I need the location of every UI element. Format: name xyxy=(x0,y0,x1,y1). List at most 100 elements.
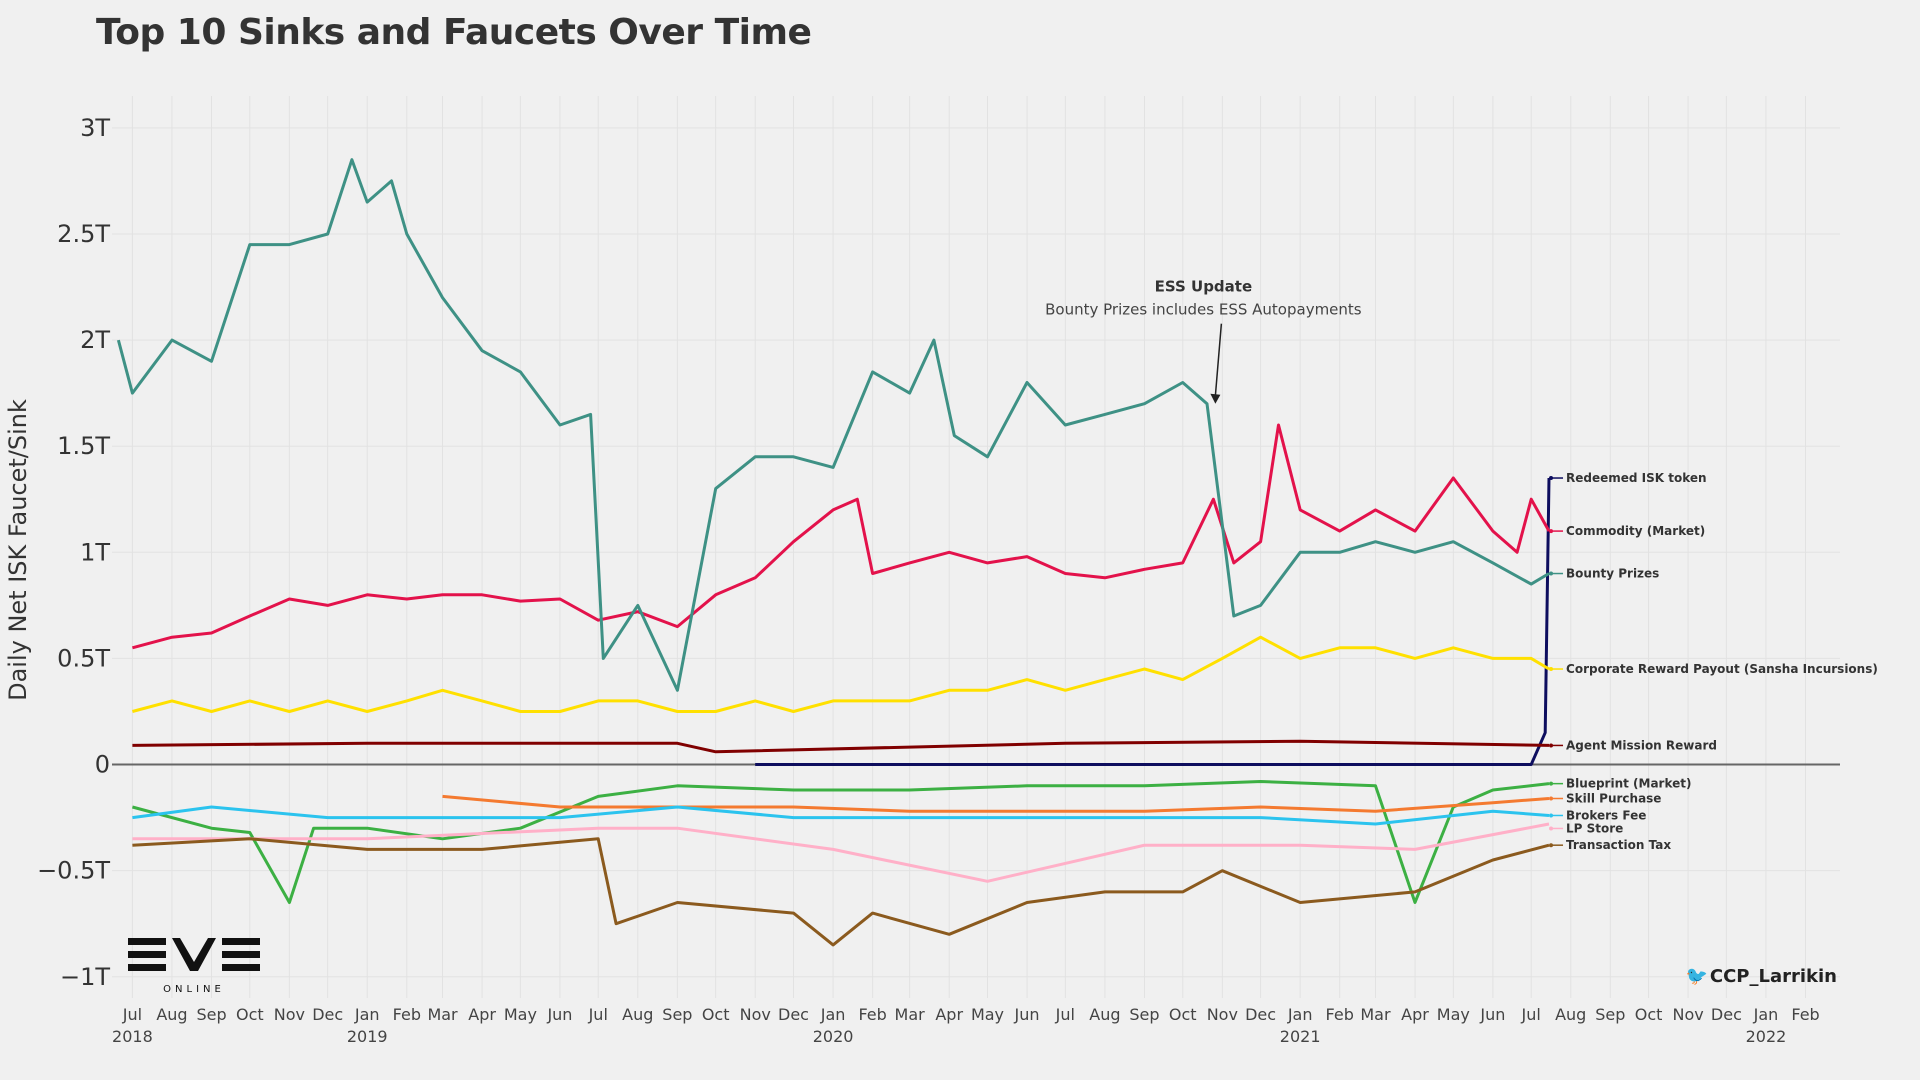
eve-online-logo: ONLINE xyxy=(128,938,260,995)
y-tick-label: 2.5T xyxy=(57,220,110,248)
x-tick-label: Oct xyxy=(236,1005,264,1024)
series-line xyxy=(132,780,1550,904)
series-end-point xyxy=(1549,529,1554,534)
x-tick-label: May xyxy=(971,1005,1004,1024)
x-tick-label: Jan xyxy=(1753,1005,1779,1024)
x-tick-label: Feb xyxy=(1791,1005,1819,1024)
y-axis-label: Daily Net ISK Faucet/Sink xyxy=(4,399,32,701)
y-tick-label: −0.5T xyxy=(37,857,110,885)
x-tick-label: Jan xyxy=(1287,1005,1313,1024)
y-tick-label: 1.5T xyxy=(57,432,110,460)
x-tick-label: Oct xyxy=(1169,1005,1197,1024)
series-end-point xyxy=(1549,781,1554,786)
y-tick-label: 3T xyxy=(80,114,110,142)
annotation-arrowhead xyxy=(1210,393,1221,404)
series-end-point xyxy=(1549,813,1554,818)
x-tick-label: Jul xyxy=(1055,1005,1075,1024)
series-line xyxy=(132,837,1550,947)
x-tick-label: Apr xyxy=(1401,1005,1429,1024)
x-tick-label: Aug xyxy=(622,1005,653,1024)
series-label: Brokers Fee xyxy=(1566,808,1646,822)
x-tick-label: Nov xyxy=(274,1005,305,1024)
series-line xyxy=(132,423,1551,650)
series-line xyxy=(442,794,1550,813)
x-tick-label: Aug xyxy=(1089,1005,1120,1024)
x-tick-label: Oct xyxy=(702,1005,730,1024)
x-tick-label: Sep xyxy=(1129,1005,1159,1024)
credit: 🐦 CCP_Larrikin xyxy=(1685,966,1837,987)
x-year-label: 2019 xyxy=(347,1027,388,1046)
series-end-point xyxy=(1549,743,1554,748)
x-tick-label: Nov xyxy=(1207,1005,1238,1024)
series-line xyxy=(116,158,1550,692)
x-tick-label: Mar xyxy=(895,1005,926,1024)
x-year-label: 2018 xyxy=(112,1027,153,1046)
series-line xyxy=(755,477,1551,766)
series-line xyxy=(132,822,1550,883)
series-line xyxy=(132,635,1550,713)
y-tick-label: 1T xyxy=(80,538,110,566)
series-label: Transaction Tax xyxy=(1566,838,1671,852)
x-tick-label: Feb xyxy=(858,1005,886,1024)
series-label: Bounty Prizes xyxy=(1566,567,1659,581)
x-tick-label: Jul xyxy=(588,1005,608,1024)
x-tick-label: Nov xyxy=(1673,1005,1704,1024)
annotation-title: ESS Update xyxy=(1155,278,1253,296)
x-tick-label: Dec xyxy=(1245,1005,1276,1024)
x-year-label: 2021 xyxy=(1280,1027,1321,1046)
grid xyxy=(112,96,1840,998)
series-label: Redeemed ISK token xyxy=(1566,471,1707,485)
y-tick-label: 0.5T xyxy=(57,644,110,672)
x-tick-label: Sep xyxy=(196,1005,226,1024)
annotation: ESS Update Bounty Prizes includes ESS Aut… xyxy=(1045,278,1362,404)
series-group xyxy=(116,158,1551,947)
x-tick-label: Sep xyxy=(662,1005,692,1024)
x-tick-label: Aug xyxy=(1555,1005,1586,1024)
series-label: LP Store xyxy=(1566,821,1623,835)
x-tick-label: Jun xyxy=(1014,1005,1040,1024)
x-tick-label: May xyxy=(1437,1005,1470,1024)
x-tick-label: Feb xyxy=(393,1005,421,1024)
x-tick-label: Apr xyxy=(935,1005,963,1024)
series-labels: Redeemed ISK token Commodity (Market) Boun… xyxy=(1549,471,1878,852)
y-tick-label: −1T xyxy=(60,963,110,991)
series-end-point xyxy=(1549,796,1554,801)
x-tick-label: Dec xyxy=(778,1005,809,1024)
x-tick-label: Apr xyxy=(468,1005,496,1024)
series-label: Skill Purchase xyxy=(1566,791,1661,805)
series-label: Blueprint (Market) xyxy=(1566,777,1691,791)
x-tick-label: Sep xyxy=(1595,1005,1625,1024)
y-tick-label: 2T xyxy=(80,326,110,354)
x-tick-label: Nov xyxy=(740,1005,771,1024)
series-label: Commodity (Market) xyxy=(1566,524,1705,538)
x-tick-label: Jan xyxy=(820,1005,846,1024)
x-tick-label: Mar xyxy=(1360,1005,1391,1024)
annotation-text: Bounty Prizes includes ESS Autopayments xyxy=(1045,301,1362,319)
x-tick-label: Aug xyxy=(156,1005,187,1024)
x-tick-label: Mar xyxy=(427,1005,458,1024)
x-tick-label: Jan xyxy=(354,1005,380,1024)
x-tick-label: Jun xyxy=(546,1005,572,1024)
series-line xyxy=(132,805,1550,826)
series-label: Corporate Reward Payout (Sansha Incursio… xyxy=(1566,662,1878,676)
x-axis: Jul Aug Sep Oct Nov Dec Jan Feb Mar Apr May Jun Jul A… xyxy=(112,1005,1820,1046)
y-axis: 3T 2.5T 2T 1.5T 1T 0.5T 0 −0.5T −1T xyxy=(37,114,110,991)
x-tick-label: Dec xyxy=(312,1005,343,1024)
x-year-label: 2020 xyxy=(813,1027,854,1046)
y-tick-label: 0 xyxy=(95,751,110,779)
x-tick-label: Jul xyxy=(122,1005,142,1024)
twitter-bird-icon: 🐦 xyxy=(1685,966,1708,987)
series-line xyxy=(132,739,1550,754)
x-tick-label: Feb xyxy=(1326,1005,1354,1024)
annotation-arrow xyxy=(1214,323,1223,396)
series-end-point xyxy=(1549,843,1554,848)
x-tick-label: Jul xyxy=(1520,1005,1540,1024)
series-end-point xyxy=(1549,667,1554,672)
x-tick-label: Jun xyxy=(1479,1005,1505,1024)
series-end-point xyxy=(1549,476,1554,481)
x-tick-label: Dec xyxy=(1711,1005,1742,1024)
x-year-label: 2022 xyxy=(1746,1027,1787,1046)
x-tick-label: Oct xyxy=(1635,1005,1663,1024)
credit-handle: CCP_Larrikin xyxy=(1709,966,1837,987)
